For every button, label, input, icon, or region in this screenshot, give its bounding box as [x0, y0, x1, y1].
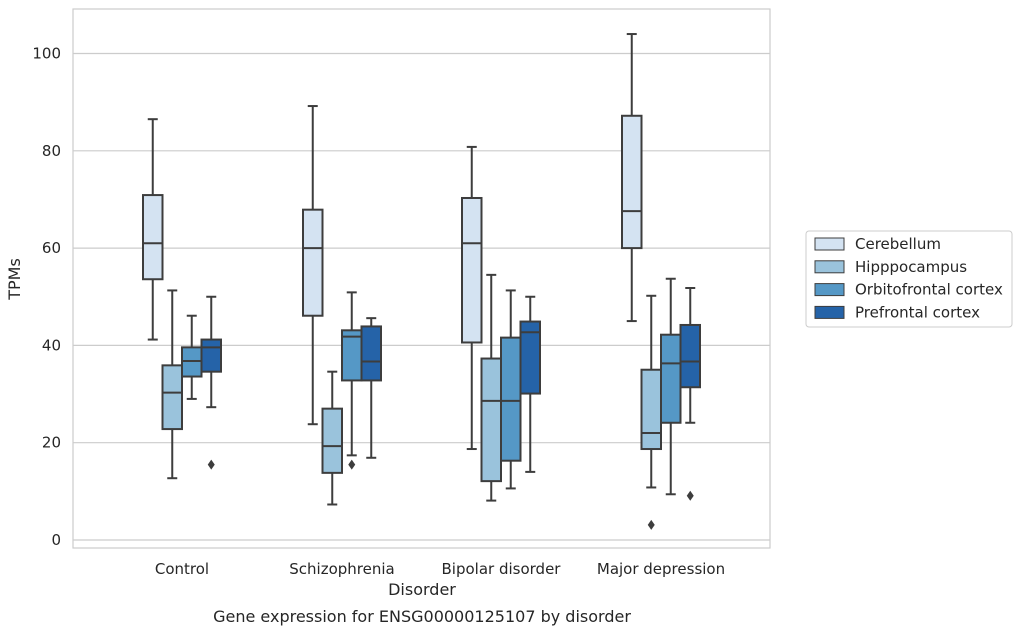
outlier-marker: [207, 459, 215, 470]
iqr-box: [500, 336, 522, 462]
legend-swatch: [814, 237, 845, 251]
legend: Cerebellum Hipppocampus Orbitofrontal cort…: [805, 230, 1013, 328]
y-tick-label: 20: [42, 434, 61, 452]
iqr-box: [480, 357, 502, 483]
box-cerebellum: [302, 105, 324, 426]
iqr-box: [360, 325, 382, 382]
legend-item: Cerebellum: [814, 235, 941, 253]
legend-swatch: [814, 283, 845, 297]
legend-item: Orbitofrontal cortex: [814, 281, 1003, 299]
box-cerebellum: [142, 118, 164, 341]
x-tick-label: Control: [155, 560, 209, 578]
outlier-marker: [348, 459, 356, 470]
x-tick-label: Bipolar disorder: [442, 560, 562, 578]
iqr-box: [640, 368, 662, 451]
box-prefrontal-cortex: [200, 295, 222, 470]
legend-label: Hipppocampus: [855, 258, 967, 276]
iqr-box: [161, 364, 183, 431]
iqr-box: [660, 333, 682, 424]
plot-frame: [72, 8, 771, 549]
box-cerebellum: [621, 33, 643, 323]
y-axis-title: TPMs: [5, 258, 24, 301]
chart-caption: Gene expression for ENSG00000125107 by d…: [213, 607, 631, 626]
boxes: [142, 33, 701, 530]
legend-frame: [805, 230, 1013, 328]
box-hipppocampus: [321, 370, 343, 506]
y-tick-labels: 0 20 40 60 80 100: [32, 45, 61, 550]
box-prefrontal-cortex: [679, 286, 701, 501]
legend-swatch: [814, 305, 845, 319]
legend-label: Cerebellum: [855, 235, 941, 253]
y-tick-label: 0: [51, 531, 61, 549]
iqr-box: [321, 407, 343, 474]
outlier-marker: [647, 519, 655, 530]
legend-item: Prefrontal cortex: [814, 303, 980, 321]
iqr-box: [461, 196, 483, 344]
iqr-box: [679, 323, 701, 389]
y-tick-label: 40: [42, 336, 61, 354]
box-prefrontal-cortex: [360, 317, 382, 459]
legend-label: Prefrontal cortex: [855, 303, 980, 321]
x-tick-label: Schizophrenia: [289, 560, 394, 578]
x-tick-label: Major depression: [597, 560, 725, 578]
iqr-box: [200, 338, 222, 373]
iqr-box: [621, 114, 643, 250]
y-tick-label: 100: [32, 45, 61, 63]
box-cerebellum: [461, 145, 483, 451]
legend-item: Hipppocampus: [814, 258, 967, 276]
grid-lines: [73, 52, 770, 541]
box-prefrontal-cortex: [519, 295, 541, 473]
box-orbitofrontal-cortex: [500, 289, 522, 490]
x-axis-title: Disorder: [388, 580, 456, 599]
iqr-box: [341, 329, 363, 382]
box-hipppocampus: [161, 289, 183, 480]
outlier-marker: [686, 490, 694, 501]
y-tick-label: 80: [42, 142, 61, 160]
box-orbitofrontal-cortex: [660, 277, 682, 496]
box-hipppocampus: [640, 294, 662, 530]
y-tick-label: 60: [42, 239, 61, 257]
box-hipppocampus: [480, 273, 502, 502]
legend-label: Orbitofrontal cortex: [855, 281, 1003, 299]
box-orbitofrontal-cortex: [181, 314, 203, 400]
legend-swatch: [814, 260, 845, 274]
x-tick-labels: Control Schizophrenia Bipolar disorder Majo…: [155, 560, 725, 578]
iqr-box: [302, 208, 324, 317]
iqr-box: [142, 194, 164, 281]
iqr-box: [519, 320, 541, 395]
